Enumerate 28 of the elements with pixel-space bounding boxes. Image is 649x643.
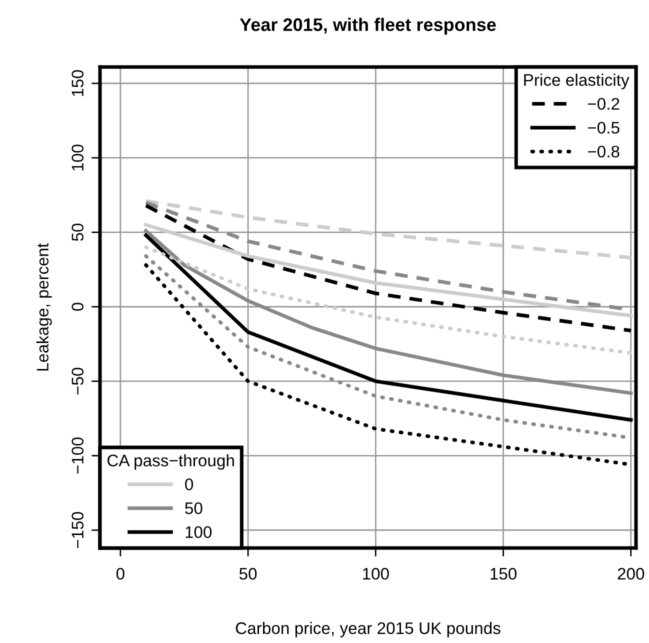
line-series [144, 199, 633, 260]
y-tick-label: −100 [72, 438, 84, 474]
x-tick-label: 150 [490, 568, 517, 580]
line-series [144, 223, 633, 318]
annotation: 50 [185, 502, 202, 514]
line-series [144, 204, 633, 332]
line-series [144, 229, 633, 395]
y-axis-title: Leakage, percent [36, 243, 52, 371]
annotation: −0.5 [588, 122, 620, 134]
line-series [144, 245, 633, 355]
x-tick-label: 0 [116, 568, 124, 580]
x-tick-label: 200 [618, 568, 644, 580]
x-axis-title: Carbon price, year 2015 UK pounds [236, 622, 500, 638]
y-tick-label: −150 [72, 512, 84, 548]
annotation: Price elasticity [524, 74, 630, 90]
x-tick-label: 50 [239, 568, 257, 580]
y-tick-label: 50 [72, 224, 84, 241]
annotation: −0.2 [588, 98, 620, 110]
y-tick-label: −50 [72, 368, 84, 395]
annotation: −0.8 [588, 146, 620, 158]
y-tick-label: 100 [72, 144, 84, 170]
annotation: 100 [186, 526, 212, 538]
y-tick-label: 0 [72, 302, 84, 311]
chart-title: Year 2015, with fleet response [240, 18, 496, 35]
annotation: CA pass−through [108, 454, 234, 470]
y-tick-label: 150 [72, 70, 84, 96]
x-tick-label: 100 [363, 568, 389, 580]
annotation: 0 [185, 478, 194, 490]
